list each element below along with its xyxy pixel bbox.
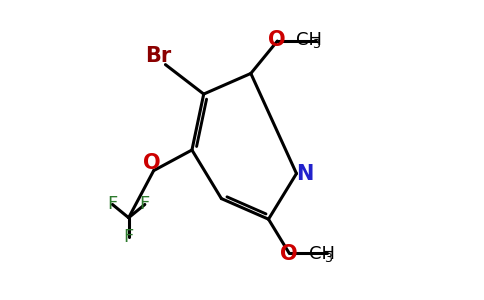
Text: F: F [107, 196, 118, 214]
Text: N: N [297, 164, 314, 184]
Text: O: O [143, 153, 161, 173]
Text: CH: CH [309, 244, 335, 262]
Text: 3: 3 [312, 38, 319, 51]
Text: F: F [123, 228, 134, 246]
Text: CH: CH [297, 31, 322, 49]
Text: O: O [280, 244, 297, 264]
Text: F: F [140, 196, 150, 214]
Text: O: O [268, 30, 285, 50]
Text: 3: 3 [324, 252, 332, 266]
Text: Br: Br [145, 46, 171, 66]
